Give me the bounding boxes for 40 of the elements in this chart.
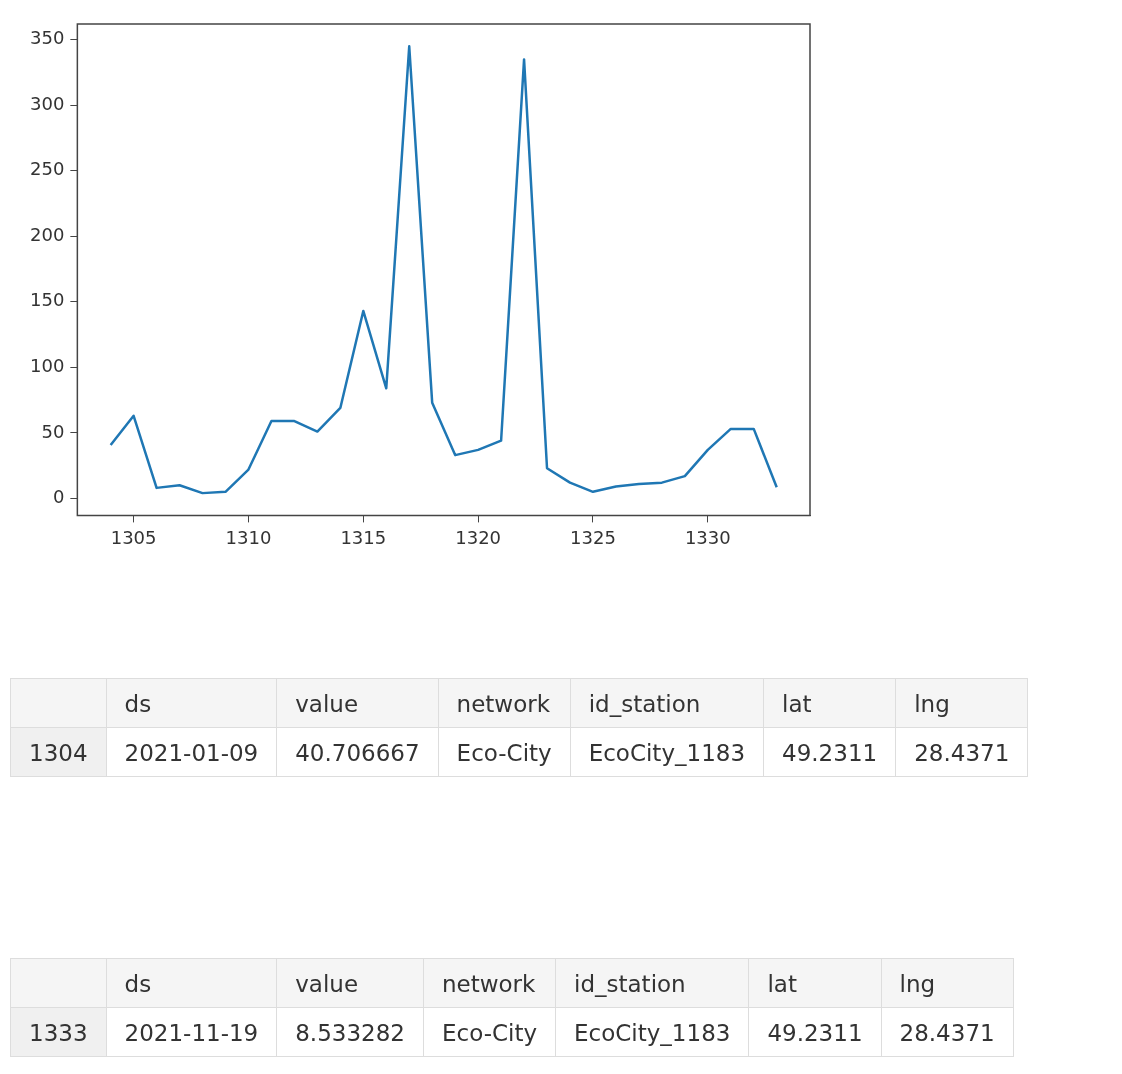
category-label: lat xyxy=(763,678,896,728)
y-tick-label: 300 xyxy=(30,92,65,114)
text: 49.2311 xyxy=(748,1007,882,1057)
text: 28.4371 xyxy=(895,727,1028,777)
category-label: id_station xyxy=(555,958,749,1008)
text: Eco-City xyxy=(438,727,571,777)
category-label: network xyxy=(423,958,556,1008)
text: 2021-01-09 xyxy=(106,727,277,777)
text: 2021-11-19 xyxy=(106,1007,277,1057)
text: 40.706667 xyxy=(276,727,439,777)
text: 49.2311 xyxy=(763,727,896,777)
category-label: lat xyxy=(748,958,882,1008)
category-label: ds xyxy=(106,678,277,728)
y-tick-label: 350 xyxy=(30,27,65,49)
y-tick-label: 100 xyxy=(30,355,65,376)
category-label: network xyxy=(438,678,571,728)
x-tick-label: 1315 xyxy=(340,526,387,548)
text: 28.4371 xyxy=(881,1007,1014,1057)
x-tick-label: 1305 xyxy=(110,526,157,548)
x-tick-label: 1325 xyxy=(570,526,616,548)
category-label: ds xyxy=(106,958,277,1008)
y-tick-label: 50 xyxy=(41,420,65,442)
y-tick-label: 200 xyxy=(30,223,65,245)
category-label: value xyxy=(276,958,424,1008)
y-tick-label: 250 xyxy=(30,158,65,180)
y-tick-label: 0 xyxy=(52,486,65,508)
category-label: lng xyxy=(895,678,1028,728)
category-label: lng xyxy=(881,958,1014,1008)
text: EcoCity_1183 xyxy=(555,1007,749,1057)
x-tick-label: 1320 xyxy=(455,526,502,548)
text: 8.533282 xyxy=(276,1007,424,1057)
x-tick-label: 1330 xyxy=(684,526,731,548)
text: Eco-City xyxy=(423,1007,556,1057)
y-tick-label: 150 xyxy=(30,289,65,311)
category-label: id_station xyxy=(570,678,764,728)
text: 1333 xyxy=(10,1007,107,1057)
text: 1304 xyxy=(10,727,107,777)
category-label: value xyxy=(276,678,439,728)
x-tick-label: 1310 xyxy=(225,526,272,548)
text: EcoCity_1183 xyxy=(570,727,764,777)
